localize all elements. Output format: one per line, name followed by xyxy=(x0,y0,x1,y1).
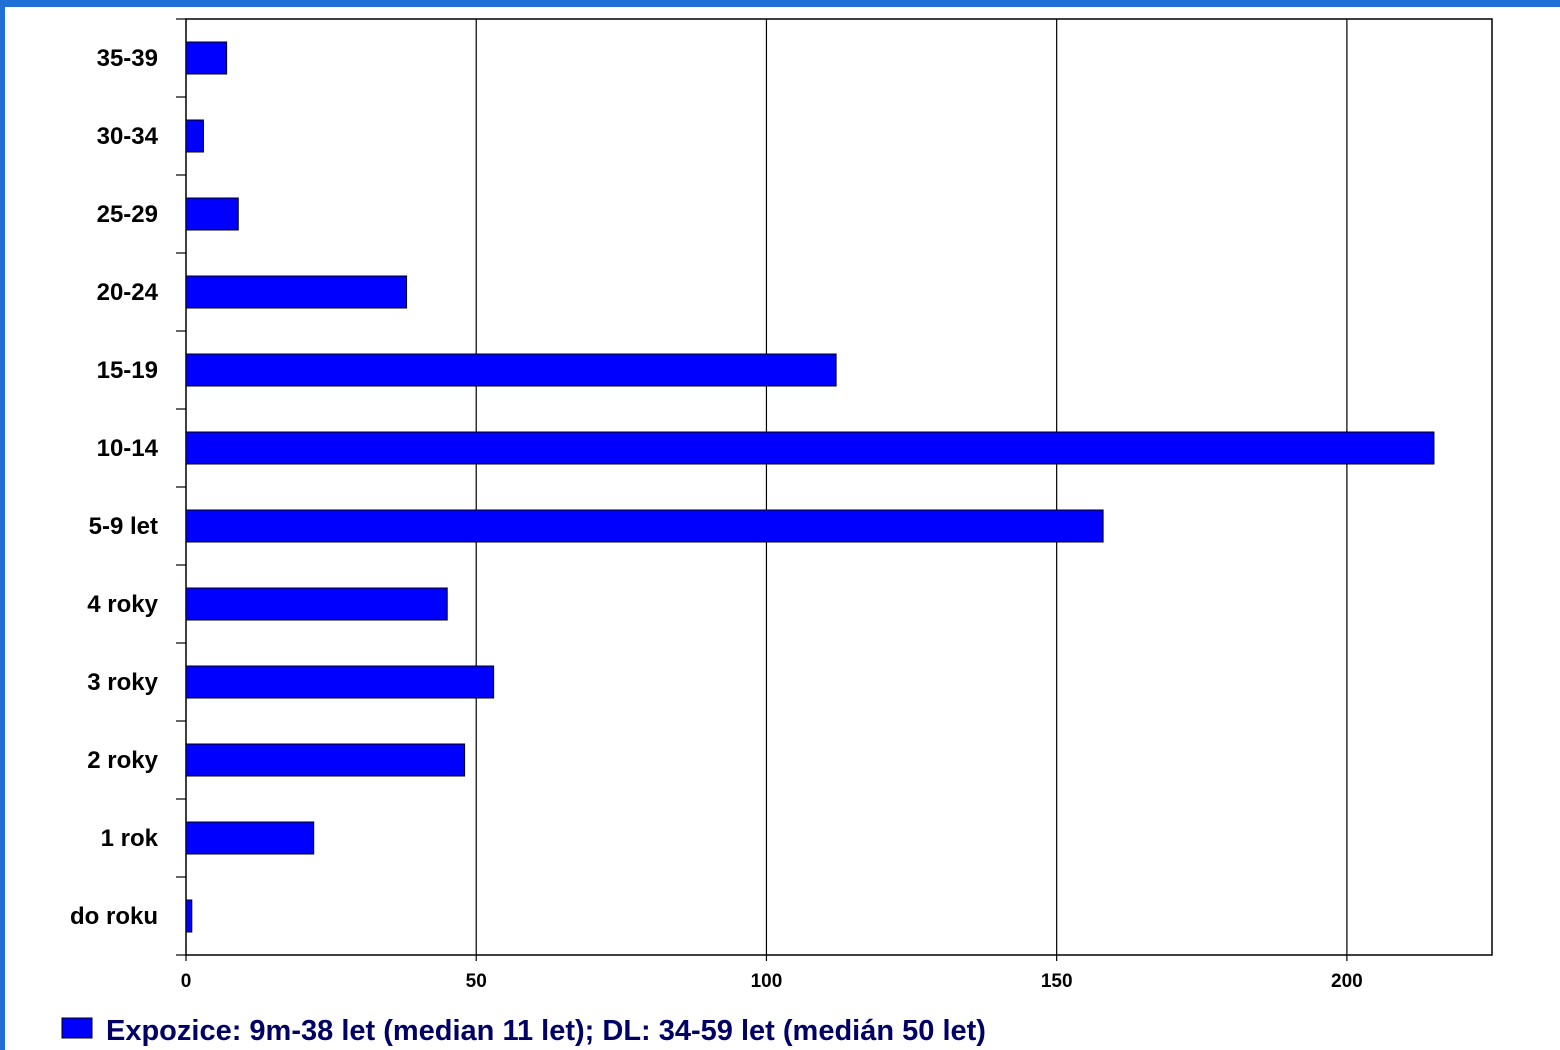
y-category-label: 1 rok xyxy=(101,825,159,852)
y-category-label: 15-19 xyxy=(97,357,158,384)
y-category-label: 10-14 xyxy=(97,435,159,462)
y-category-label: 2 roky xyxy=(87,747,158,774)
x-axis-labels: 0 50 100 150 200 xyxy=(181,971,1363,992)
legend-label: Expozice: 9m-38 let (median 11 let); DL:… xyxy=(106,1015,986,1047)
y-category-label: 4 roky xyxy=(87,591,158,618)
bar-2-roky xyxy=(185,743,466,777)
x-tick-label-150: 150 xyxy=(1041,971,1073,992)
y-category-label: 3 roky xyxy=(87,669,158,696)
legend: Expozice: 9m-38 let (median 11 let); DL:… xyxy=(61,1015,986,1047)
x-tick-label-200: 200 xyxy=(1331,971,1363,992)
x-tick-label-0: 0 xyxy=(181,971,192,992)
y-axis-labels: do roku 1 rok 2 roky 3 roky 4 roky 5-9 let 10-… xyxy=(70,45,159,930)
y-category-label: 35-39 xyxy=(97,45,158,72)
plot-area xyxy=(185,18,1493,956)
bar-25-29 xyxy=(185,197,239,231)
legend-swatch xyxy=(61,1017,93,1039)
frame-top-border xyxy=(0,0,1560,7)
y-category-label: do roku xyxy=(70,903,158,930)
y-category-label: 5-9 let xyxy=(89,513,158,540)
bar-10-14 xyxy=(185,431,1435,465)
bar-do-roku xyxy=(185,899,193,933)
x-tick-label-100: 100 xyxy=(751,971,783,992)
bar-4-roky xyxy=(185,587,448,621)
y-category-label: 20-24 xyxy=(97,279,159,306)
bar-30-34 xyxy=(185,119,204,153)
bar-3-roky xyxy=(185,665,495,699)
bar-35-39 xyxy=(185,41,228,75)
y-category-label: 30-34 xyxy=(97,123,159,150)
bar-5-9-let xyxy=(185,509,1104,543)
bar-20-24 xyxy=(185,275,408,309)
bar-15-19 xyxy=(185,353,837,387)
x-tick-label-50: 50 xyxy=(466,971,487,992)
bar-1-rok xyxy=(185,821,315,855)
frame-left-border xyxy=(0,0,5,1050)
y-axis-ticks xyxy=(176,18,186,956)
y-category-label: 25-29 xyxy=(97,201,158,228)
bars xyxy=(185,41,1435,933)
grid-lines xyxy=(185,19,1348,961)
